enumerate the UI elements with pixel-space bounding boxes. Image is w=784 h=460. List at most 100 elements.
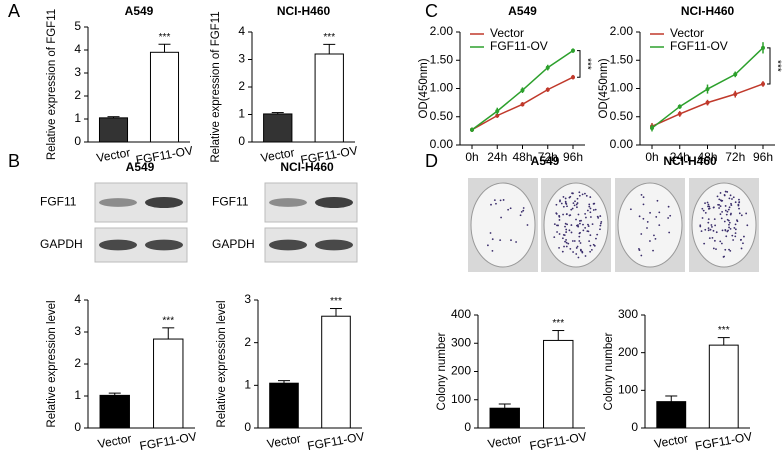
colony-dot	[728, 197, 731, 200]
colony-dot	[743, 235, 745, 238]
y-tick-label: 200	[618, 345, 638, 359]
y-tick-label: 5	[74, 19, 81, 33]
colony-dot	[704, 202, 706, 205]
colony-dot	[738, 198, 740, 201]
colony-dot	[565, 245, 568, 248]
colony-dot	[728, 248, 730, 251]
x-tick-label: 48h	[697, 150, 717, 164]
legend-label: Vector	[670, 26, 704, 40]
colony-dot	[490, 203, 492, 206]
colony-dot	[487, 244, 489, 247]
x-tick-label: 72h	[725, 150, 745, 164]
colony-dot	[718, 198, 721, 201]
x-tick-label: Vector	[95, 145, 131, 165]
colony-dot	[734, 232, 737, 234]
y-tick-label: 2.00	[430, 24, 454, 38]
significance: ***	[330, 296, 342, 307]
colony-dot	[640, 193, 643, 196]
colony-dot	[738, 212, 741, 215]
colony-dot	[507, 208, 510, 211]
y-tick-label: 3	[244, 292, 251, 306]
y-tick-label: 1	[238, 107, 245, 121]
y-tick-label: 1	[244, 378, 251, 392]
chart-title: A549	[508, 4, 537, 18]
y-tick-label: 3	[238, 52, 245, 66]
colony-dot	[638, 249, 641, 251]
colony-dot	[589, 211, 592, 214]
colony-dot	[669, 214, 672, 217]
x-tick-label: FGF11-OV	[135, 143, 194, 167]
colony-dot	[728, 221, 731, 224]
colony-dot	[577, 256, 580, 259]
x-tick-label: FGF11-OV	[528, 429, 587, 453]
colony-dot	[596, 233, 599, 236]
colony-dot	[726, 191, 729, 193]
colony-dot	[707, 207, 710, 210]
legend-label: FGF11-OV	[670, 39, 728, 53]
colony-dot	[569, 195, 572, 198]
significance: ***	[323, 32, 335, 43]
colony-dot	[553, 223, 556, 226]
y-tick-label: 2	[244, 335, 251, 349]
x-tick-label: FGF11-OV	[306, 429, 365, 453]
colony-dot	[559, 199, 561, 202]
significance-bracket	[577, 50, 581, 78]
colony-dot	[658, 211, 661, 214]
colony-dot	[576, 197, 579, 200]
colony-dot	[599, 215, 602, 217]
colony-dot	[577, 225, 580, 228]
point	[571, 75, 575, 80]
colony-dot	[590, 216, 592, 218]
colony-dot	[732, 196, 735, 199]
colony-dot	[733, 227, 736, 229]
colony-dot	[580, 249, 582, 252]
colony-dot	[726, 218, 729, 221]
y-tick-label: 200	[451, 364, 471, 378]
point	[705, 100, 710, 105]
colony-dot	[638, 215, 641, 218]
y-axis-label: Relative expression of FGF11	[210, 11, 222, 162]
point	[495, 113, 500, 118]
colony-dot	[725, 213, 728, 216]
colony-dot	[592, 209, 595, 211]
colony-dot	[570, 224, 573, 226]
colony-dot	[558, 233, 561, 235]
colony-dot	[589, 196, 592, 198]
chart-title: A549	[125, 4, 154, 18]
colony-dot	[721, 229, 724, 232]
blot-title: A549	[126, 160, 155, 174]
y-tick-label: 400	[451, 307, 471, 321]
y-axis-label: Colony number	[603, 332, 615, 410]
colony-dot	[667, 217, 670, 219]
colony-dot	[574, 200, 576, 203]
colony-dot	[734, 235, 737, 238]
panel-label: A	[8, 1, 20, 21]
y-tick-label: 1	[74, 388, 81, 402]
colony-dot	[734, 223, 737, 226]
point	[733, 72, 738, 77]
colony-dot	[576, 202, 579, 204]
colony-dot	[584, 192, 586, 195]
x-tick-label: 0h	[645, 150, 658, 164]
colony-dot	[746, 224, 749, 227]
bar	[149, 51, 180, 143]
y-tick-label: 0	[74, 420, 81, 434]
colony-dot	[569, 214, 572, 217]
y-tick-label: 2	[238, 79, 245, 93]
colony-dot	[740, 238, 742, 241]
y-tick-label: 2.00	[610, 24, 634, 38]
colony-dot	[586, 230, 589, 233]
y-tick-label: 0.00	[610, 137, 634, 151]
blot-band	[145, 196, 183, 209]
colony-dot	[723, 193, 726, 196]
panel-label: D	[425, 151, 438, 171]
colony-dot	[707, 203, 710, 206]
colony-dot	[562, 233, 565, 236]
colony-dot	[562, 196, 565, 198]
colony-dot	[640, 233, 643, 235]
colony-dot	[654, 237, 657, 240]
colony-dot	[571, 192, 574, 195]
panel-label: C	[425, 1, 438, 21]
colony-dot	[515, 241, 517, 243]
